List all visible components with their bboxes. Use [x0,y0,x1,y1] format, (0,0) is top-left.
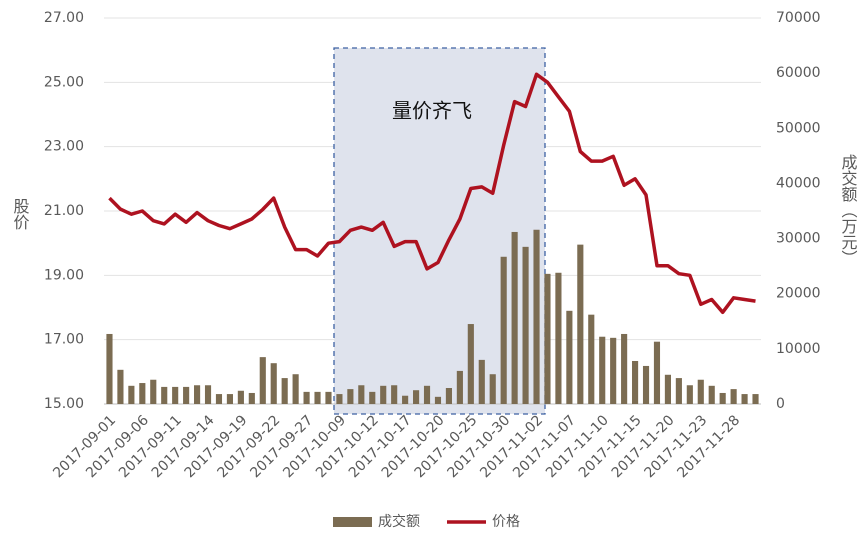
bar [434,396,442,404]
bar [456,370,463,404]
bar [752,394,759,404]
bar [730,389,737,404]
bar [303,391,310,404]
bar [423,385,431,404]
bar [544,273,551,404]
bar [413,390,420,404]
bar [248,392,255,404]
bar [686,385,693,404]
bar [380,385,387,404]
y-tick-label: 15.00 [44,396,84,412]
bar [467,324,474,404]
bar [183,386,190,404]
bar [621,333,628,404]
bar [237,390,244,404]
bar [270,363,277,404]
bar [719,392,726,404]
bar [708,385,715,404]
bar [226,394,233,404]
bar [391,385,398,404]
bar [106,333,113,404]
bar [511,231,518,404]
bar [445,388,452,404]
y2-tick-label: 50000 [776,120,821,136]
bar [632,360,639,404]
annotation: 量价齐飞 [392,99,472,123]
bar [555,272,562,404]
bar [642,365,650,404]
bar [325,391,332,404]
bar [675,378,682,404]
bar [139,383,146,404]
bar [314,391,321,404]
y2-tick-label: 10000 [776,341,821,357]
bar [292,374,299,404]
y-tick-label: 21.00 [44,203,84,219]
y2-tick-label: 70000 [776,10,821,26]
bar [347,389,354,404]
bar [697,379,704,404]
y2-tick-label: 60000 [776,65,821,81]
bar [500,256,507,404]
y-tick-label: 25.00 [44,74,84,90]
bar [588,314,595,404]
bar [610,337,617,404]
bar [161,386,168,404]
bar [215,394,223,404]
y2-tick-label: 30000 [776,231,821,247]
y-axis-label: 股价 [11,198,30,230]
bar [128,385,135,404]
bar [489,374,496,404]
bar [204,385,212,404]
bar [653,341,661,404]
y2-axis-label: 成交额（万元） [839,154,858,266]
bar [194,385,201,404]
y2-tick-label: 0 [776,396,785,412]
bar [150,379,157,404]
bar [522,246,529,404]
y-tick-label: 23.00 [44,139,84,155]
bar [741,394,748,404]
bar [566,310,573,404]
bar [358,385,365,404]
price-line [108,72,756,315]
bar [336,394,343,404]
y-tick-label: 19.00 [44,267,84,283]
bar [117,369,124,404]
y-tick-label: 27.00 [44,10,84,26]
y2-tick-label: 20000 [776,286,821,302]
bar [259,357,266,404]
bar [369,391,376,404]
bar [577,244,584,404]
y2-tick-label: 40000 [776,175,821,191]
bar [478,359,485,404]
bar [281,378,288,404]
bar [172,386,179,404]
bar [402,395,409,404]
legend-label: 价格 [492,514,520,530]
bar [533,229,540,404]
bar [664,374,671,404]
legend-swatch [333,517,372,527]
legend-label: 成交额 [378,513,420,530]
bar [599,336,606,404]
y-tick-label: 17.00 [44,332,84,348]
